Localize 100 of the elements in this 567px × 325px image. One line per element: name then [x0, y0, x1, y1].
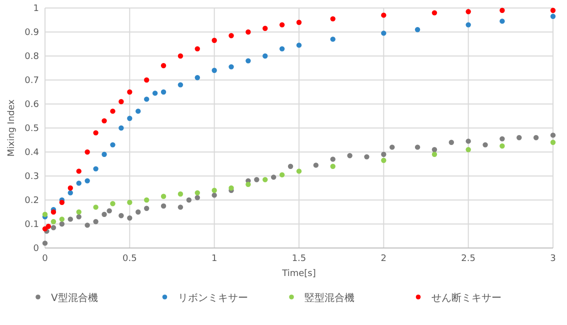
- point: [76, 168, 82, 174]
- point: [59, 216, 65, 222]
- y-tick-label: 0.6: [24, 100, 40, 110]
- y-tick-label: 0.4: [24, 148, 40, 158]
- point: [550, 132, 556, 138]
- point: [110, 108, 116, 114]
- y-tick-label: 1: [33, 4, 39, 14]
- point: [50, 225, 56, 230]
- point: [381, 152, 386, 157]
- point: [414, 27, 420, 32]
- x-tick-label: 1.5: [292, 254, 306, 264]
- point: [296, 42, 302, 48]
- point: [118, 99, 124, 104]
- point: [110, 142, 116, 148]
- point: [127, 89, 132, 95]
- y-tick-label: 0.1: [24, 220, 39, 230]
- point: [414, 144, 420, 150]
- legend-label: 竪型混合機: [304, 292, 354, 304]
- point: [136, 108, 141, 114]
- y-tick-label: 0.3: [24, 172, 39, 182]
- point: [246, 58, 251, 64]
- point: [178, 53, 184, 59]
- point: [533, 135, 539, 140]
- point: [212, 68, 217, 73]
- point: [381, 30, 386, 36]
- point: [550, 140, 556, 145]
- point: [500, 18, 505, 24]
- point: [178, 191, 184, 197]
- x-axis-title: Time[s]: [281, 269, 316, 279]
- y-tick-label: 0: [33, 244, 40, 254]
- point: [93, 204, 98, 210]
- point: [152, 90, 158, 96]
- legend-label: せん断ミキサー: [431, 292, 502, 304]
- point: [160, 89, 166, 95]
- point: [144, 77, 150, 83]
- point: [59, 200, 65, 205]
- point: [46, 224, 51, 229]
- point: [330, 156, 336, 162]
- x-tick-label: 3: [550, 254, 556, 264]
- point: [500, 8, 505, 13]
- point: [106, 208, 112, 214]
- point: [84, 149, 90, 155]
- point: [68, 216, 73, 222]
- point: [68, 190, 73, 196]
- point: [390, 144, 395, 150]
- x-tick-label: 0: [42, 254, 48, 264]
- point: [160, 63, 166, 68]
- point: [102, 212, 107, 217]
- point: [212, 38, 217, 43]
- point: [160, 203, 166, 209]
- point: [381, 158, 386, 163]
- point: [482, 142, 488, 148]
- x-tick-label: 0.5: [122, 254, 137, 264]
- point: [42, 240, 48, 246]
- point: [246, 29, 251, 35]
- legend-label: V型混合機: [51, 292, 98, 304]
- point: [93, 219, 98, 224]
- point: [84, 178, 90, 184]
- point: [432, 152, 438, 157]
- point: [118, 125, 124, 131]
- point: [296, 20, 302, 25]
- point: [296, 168, 302, 174]
- point: [466, 9, 471, 14]
- y-tick-label: 0.7: [24, 76, 39, 86]
- point: [110, 201, 116, 206]
- point: [178, 82, 184, 88]
- point: [330, 36, 336, 42]
- point: [432, 10, 438, 16]
- point: [550, 14, 556, 19]
- point: [136, 209, 141, 215]
- point: [466, 147, 471, 152]
- point: [102, 118, 107, 124]
- point: [50, 219, 56, 224]
- y-tick-label: 0.9: [24, 28, 40, 38]
- point: [279, 22, 285, 28]
- point: [59, 221, 65, 227]
- point: [102, 152, 107, 157]
- point: [76, 180, 82, 186]
- point: [448, 140, 454, 145]
- point: [144, 197, 150, 203]
- point: [93, 130, 98, 136]
- x-tick-label: 1: [211, 254, 218, 264]
- y-tick-label: 0.5: [24, 124, 39, 134]
- point: [262, 26, 268, 31]
- point: [127, 116, 132, 121]
- point: [466, 22, 471, 28]
- point: [364, 154, 370, 160]
- point: [93, 166, 98, 172]
- y-tick-label: 0.8: [24, 52, 40, 62]
- point: [228, 33, 234, 38]
- point: [76, 214, 82, 220]
- legend-label: リボンミキサー: [178, 293, 248, 304]
- x-tick-label: 2: [380, 254, 387, 264]
- point: [330, 16, 336, 22]
- point: [228, 185, 234, 191]
- point: [500, 136, 505, 142]
- y-tick-label: 0.2: [24, 196, 39, 206]
- point: [144, 96, 150, 102]
- point: [194, 75, 200, 80]
- point: [212, 192, 217, 198]
